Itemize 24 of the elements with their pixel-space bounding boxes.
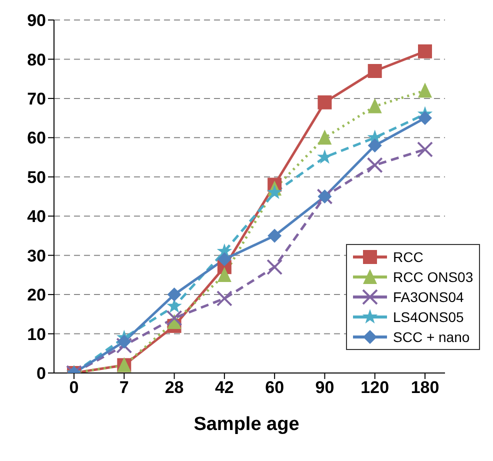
x-tick-label: 0 <box>69 378 79 398</box>
y-tick-label: 10 <box>27 324 46 344</box>
y-tick-label: 50 <box>27 168 46 187</box>
y-tick-label: 70 <box>27 89 46 108</box>
legend-label: FA3ONS04 <box>393 288 464 307</box>
x-tick-label: 180 <box>410 378 440 398</box>
y-tick-label: 0 <box>36 364 46 384</box>
x-tick-label: 120 <box>360 378 390 398</box>
legend-label: RCC ONS03 <box>393 268 474 287</box>
y-tick-label: 40 <box>27 207 46 226</box>
x-tick-label: 90 <box>315 378 334 398</box>
y-tick-label: 80 <box>27 50 46 70</box>
legend-label: RCC <box>393 248 424 267</box>
y-tick-label: 20 <box>27 286 46 305</box>
x-tick-label: 60 <box>265 378 284 398</box>
y-tick-label: 60 <box>27 128 46 148</box>
x-tick-label: 7 <box>119 378 129 398</box>
x-axis-title: Sample age <box>192 414 300 436</box>
legend-label: SCC + nano <box>393 328 470 347</box>
y-tick-label: 30 <box>27 246 46 266</box>
legend-label: LS4ONS05 <box>393 308 464 327</box>
x-tick-label: 42 <box>214 378 234 398</box>
x-tick-label: 28 <box>164 378 184 398</box>
y-tick-label: 90 <box>27 11 46 30</box>
